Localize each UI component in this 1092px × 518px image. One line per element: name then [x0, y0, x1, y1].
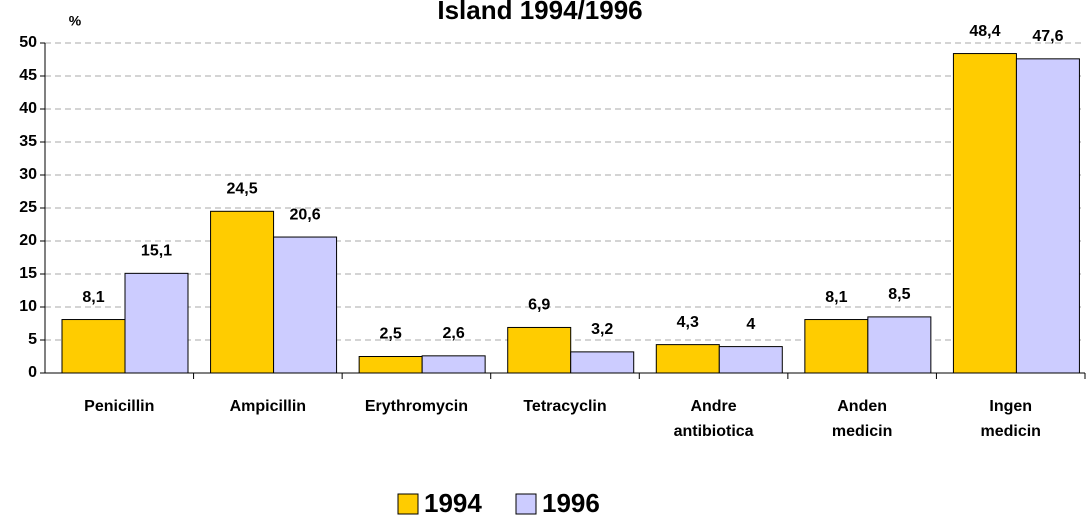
data-label: 8,5 [888, 286, 910, 303]
data-label: 4 [746, 316, 755, 333]
bar [1015, 58, 1080, 374]
x-tick-label-line: Ingen [989, 398, 1032, 415]
data-label: 2,5 [380, 326, 402, 343]
data-label: 24,5 [227, 181, 258, 198]
x-tick-label: Ingen medicin [980, 398, 1040, 440]
x-tick-label: Andre antibiotica [674, 398, 754, 440]
y-tick-label: 45 [19, 67, 37, 84]
bar [507, 326, 572, 374]
legend-swatch [397, 493, 419, 515]
x-tick-label: Penicillin [84, 398, 154, 415]
bar [867, 316, 932, 374]
legend-label: 1994 [424, 488, 482, 518]
x-tick-label: Erythromycin [365, 398, 468, 415]
y-tick-label: 15 [19, 265, 37, 282]
data-label: 8,1 [82, 289, 104, 306]
x-tick-label: Tetracyclin [523, 398, 606, 415]
data-label: 15,1 [141, 243, 172, 260]
y-tick-label: 20 [19, 232, 37, 249]
bar [655, 344, 720, 374]
data-label: 3,2 [591, 321, 613, 338]
data-label: 20,6 [290, 206, 321, 223]
bar [273, 236, 338, 374]
bar [804, 319, 869, 374]
data-label: 2,6 [443, 325, 465, 342]
y-tick-label: 35 [19, 133, 37, 150]
y-tick-label: 50 [19, 34, 37, 51]
x-tick-label: Ampicillin [230, 398, 306, 415]
bar [570, 351, 635, 374]
y-tick-label: 30 [19, 166, 37, 183]
y-tick-label: 25 [19, 199, 37, 216]
y-axis-label: % [69, 13, 82, 29]
y-tick-label: 5 [28, 331, 37, 348]
legend-swatch [515, 493, 537, 515]
x-tick-label-line: medicin [980, 423, 1040, 440]
y-tick-label: 0 [28, 364, 37, 381]
x-tick-label: Anden medicin [832, 398, 892, 440]
bar [124, 272, 189, 374]
bar [61, 319, 126, 374]
y-tick-label: 40 [19, 100, 37, 117]
x-tick-label-line: medicin [832, 423, 892, 440]
data-label: 4,3 [677, 314, 699, 331]
y-tick-label: 10 [19, 298, 37, 315]
x-tick-label-line: Anden [837, 398, 887, 415]
bar [421, 355, 486, 374]
legend-label: 1996 [542, 488, 600, 518]
bar [358, 356, 423, 374]
x-tick-label-line: antibiotica [674, 423, 754, 440]
x-tick-label-line: Andre [690, 398, 736, 415]
data-label: 8,1 [825, 289, 847, 306]
data-label: 6,9 [528, 297, 550, 314]
data-label: 48,4 [969, 23, 1000, 40]
chart-title: Island 1994/1996 [437, 0, 642, 25]
bar [210, 210, 275, 374]
bar [952, 53, 1017, 374]
data-label: 47,6 [1032, 28, 1063, 45]
bar [718, 346, 783, 374]
